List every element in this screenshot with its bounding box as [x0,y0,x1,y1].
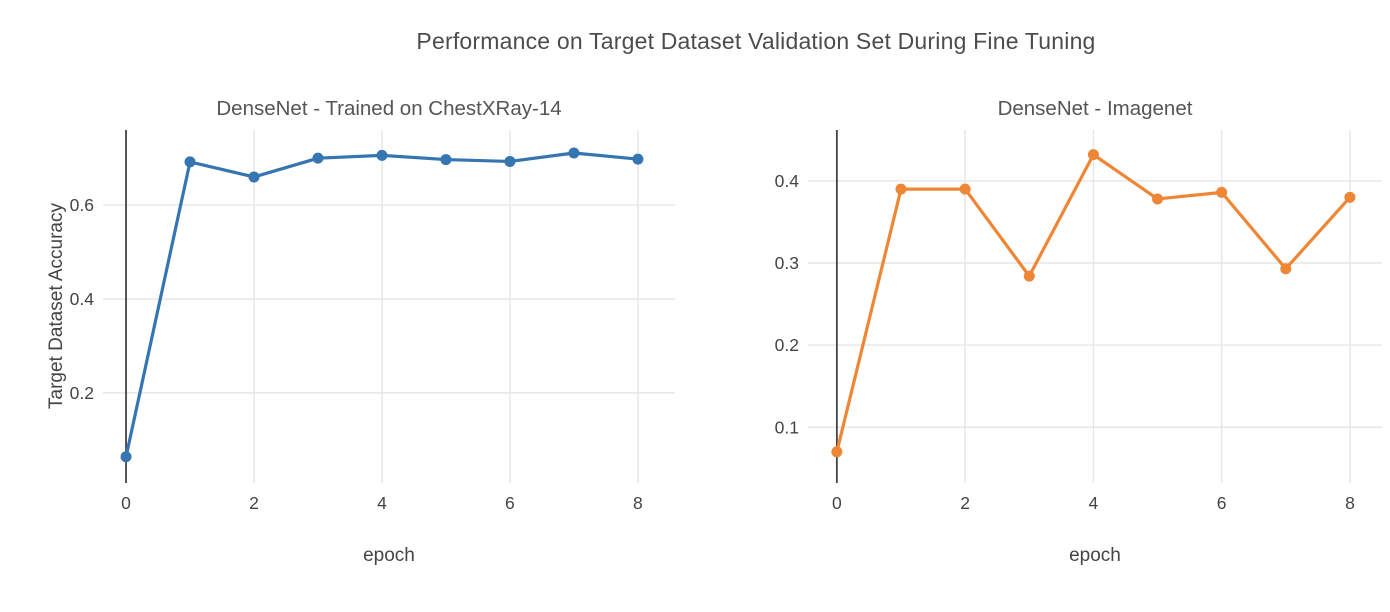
x-tick-label: 0 [832,493,842,513]
x-tick-label: 2 [249,493,259,513]
data-point [959,183,971,195]
data-point [632,153,644,165]
y-tick-label: 0.2 [775,335,799,355]
data-point [504,155,516,167]
data-point [376,149,388,161]
x-tick-label: 8 [633,493,643,513]
y-tick-label: 0.6 [70,195,94,215]
x-tick-label: 4 [1089,493,1099,513]
data-point [312,152,324,164]
y-tick-label: 0.4 [70,289,95,309]
data-point [895,183,907,195]
x-tick-label: 6 [1217,493,1227,513]
subplot-title-imagenet: DenseNet - Imagenet [997,97,1193,120]
x-axis-label-left: epoch [363,545,415,566]
subplot-title-chestxray: DenseNet - Trained on ChestXRay-14 [216,97,562,120]
x-tick-label: 8 [1345,493,1355,513]
data-point [440,154,452,166]
y-tick-label: 0.4 [775,171,800,191]
x-tick-label: 0 [121,493,131,513]
plot-area-chestxray: 0.2 0.4 0.6 0 2 4 6 8 [70,130,675,513]
data-point [1087,149,1099,161]
data-point [248,171,260,183]
plot-area-imagenet: 0.1 0.2 0.3 0.4 0 2 4 6 8 [775,130,1382,513]
data-point [1344,191,1356,203]
data-point [1023,270,1035,282]
data-point [1152,193,1164,205]
x-tick-label: 2 [960,493,970,513]
y-tick-label: 0.1 [775,417,799,437]
data-point [1216,186,1228,198]
x-tick-label: 4 [377,493,387,513]
x-axis-label-right: epoch [1069,545,1121,566]
x-tick-label: 6 [505,493,515,513]
figure-title: Performance on Target Dataset Validation… [416,28,1096,54]
data-point [120,451,132,463]
y-tick-label: 0.3 [775,253,799,273]
data-point [568,147,580,159]
data-point [1280,263,1292,275]
data-point [184,156,196,168]
data-point [831,446,843,458]
y-tick-label: 0.2 [70,383,94,403]
